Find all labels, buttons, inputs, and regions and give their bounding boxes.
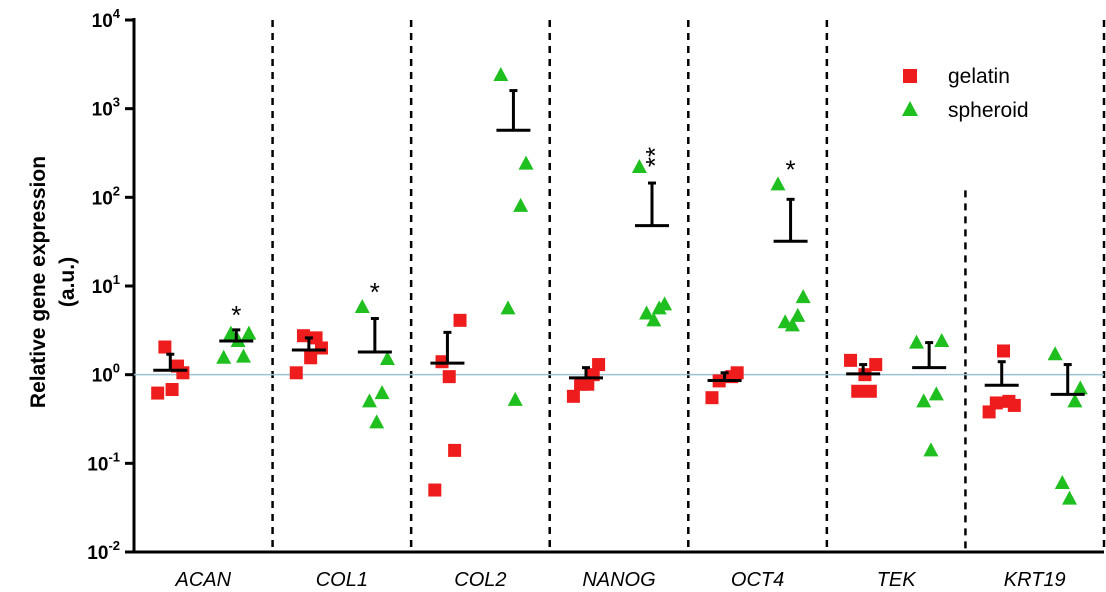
y-tick-base: 10 [87, 543, 108, 564]
y-tick-exponent: 3 [113, 95, 120, 110]
data-point-spheroid [1072, 380, 1088, 395]
y-tick-label: 102 [92, 183, 120, 209]
data-point-spheroid [646, 312, 662, 327]
category-label: ACAN [174, 569, 231, 591]
category-label: COL1 [316, 569, 368, 591]
significance-marker: ** [640, 147, 670, 167]
data-point-spheroid [639, 305, 655, 320]
y-tick-label: 10-2 [87, 538, 120, 564]
data-point-spheroid [369, 414, 385, 429]
data-point-spheroid [928, 386, 944, 401]
y-tick-base: 10 [92, 11, 113, 32]
y-tick-label: 10-1 [87, 449, 120, 475]
data-point-gelatin [158, 340, 172, 354]
y-tick-base: 10 [92, 100, 113, 121]
data-point-gelatin [442, 370, 456, 384]
y-tick-label: 101 [92, 272, 120, 298]
category-separators [271, 20, 1106, 552]
data-point-spheroid [790, 307, 806, 322]
data-point-gelatin [844, 353, 858, 367]
significance-marker: * [231, 300, 241, 330]
data-point-spheroid [916, 393, 932, 408]
data-point-gelatin [448, 443, 462, 457]
y-axis-title-line1: Relative gene expression [27, 156, 50, 408]
y-tick-label: 103 [92, 95, 120, 121]
data-point-gelatin [997, 344, 1011, 358]
data-point-spheroid [518, 155, 534, 170]
y-tick-base: 10 [87, 454, 108, 475]
data-point-spheroid [923, 442, 939, 457]
y-tick-base: 10 [92, 277, 113, 298]
category-label: TEK [877, 569, 918, 591]
category-label: KRT19 [1004, 569, 1066, 591]
data-point-spheroid [770, 176, 786, 191]
data-point-spheroid [374, 385, 390, 400]
data-point-gelatin [165, 383, 179, 397]
data-point-gelatin [1002, 394, 1016, 408]
y-tick-label: 104 [92, 6, 121, 32]
data-marks: **** * [151, 66, 1088, 505]
data-point-spheroid [934, 332, 950, 347]
data-point-gelatin [581, 377, 595, 391]
data-point-spheroid [1054, 475, 1070, 490]
legend-label: spheroid [948, 99, 1029, 122]
data-point-spheroid [1062, 490, 1078, 505]
legend: gelatin spheroid [902, 65, 1029, 122]
y-tick-exponent: -2 [108, 538, 120, 553]
data-point-spheroid [1047, 346, 1063, 361]
data-point-spheroid [223, 325, 239, 340]
data-point-gelatin [453, 313, 467, 327]
data-point-spheroid [354, 298, 370, 313]
legend-label: gelatin [948, 65, 1010, 88]
data-point-spheroid [361, 393, 377, 408]
y-axis-title-units: (a.u.) [56, 257, 79, 307]
y-tick-base: 10 [92, 188, 113, 209]
y-tick-exponent: 0 [113, 361, 120, 376]
data-point-spheroid [651, 300, 667, 315]
data-point-gelatin [289, 366, 303, 380]
data-point-gelatin [304, 351, 318, 365]
y-tick-exponent: 2 [113, 183, 120, 198]
significance-marker: * [786, 154, 796, 184]
data-point-spheroid [235, 348, 251, 363]
data-point-spheroid [216, 349, 232, 364]
data-point-gelatin [863, 384, 877, 398]
data-point-gelatin [705, 391, 719, 405]
y-tick-exponent: 1 [113, 272, 120, 287]
data-point-spheroid [241, 325, 257, 340]
data-point-spheroid [784, 317, 800, 332]
y-tick-label: 100 [92, 361, 120, 387]
data-point-gelatin [592, 358, 606, 372]
data-point-gelatin [869, 358, 883, 372]
data-point-spheroid [631, 158, 647, 173]
category-label: OCT4 [731, 569, 784, 591]
y-tick-exponent: -1 [108, 449, 120, 464]
category-label: COL2 [454, 569, 506, 591]
category-labels: ACAN COL1 COL2 NANOG OCT4 TEK KRT19 [174, 569, 1065, 591]
data-point-gelatin [309, 331, 323, 345]
data-point-spheroid [1067, 393, 1083, 408]
data-point-spheroid [795, 289, 811, 304]
data-point-spheroid [513, 197, 529, 212]
data-point-spheroid [500, 300, 516, 315]
data-point-gelatin [851, 384, 865, 398]
data-point-spheroid [909, 334, 925, 349]
legend-marker-gelatin [903, 69, 917, 83]
data-point-gelatin [151, 386, 165, 400]
data-point-spheroid [379, 351, 395, 366]
data-point-spheroid [493, 66, 509, 81]
category-label: NANOG [582, 569, 655, 591]
data-point-gelatin [566, 389, 580, 403]
data-point-spheroid [507, 391, 523, 406]
y-tick-exponent: 4 [113, 6, 121, 21]
y-axis-title: Relative gene expression [27, 156, 50, 408]
significance-marker: * [370, 277, 380, 307]
y-tick-base: 10 [92, 366, 113, 387]
data-point-gelatin [989, 396, 1003, 410]
data-point-gelatin [428, 483, 442, 497]
legend-marker-spheroid [902, 101, 918, 116]
